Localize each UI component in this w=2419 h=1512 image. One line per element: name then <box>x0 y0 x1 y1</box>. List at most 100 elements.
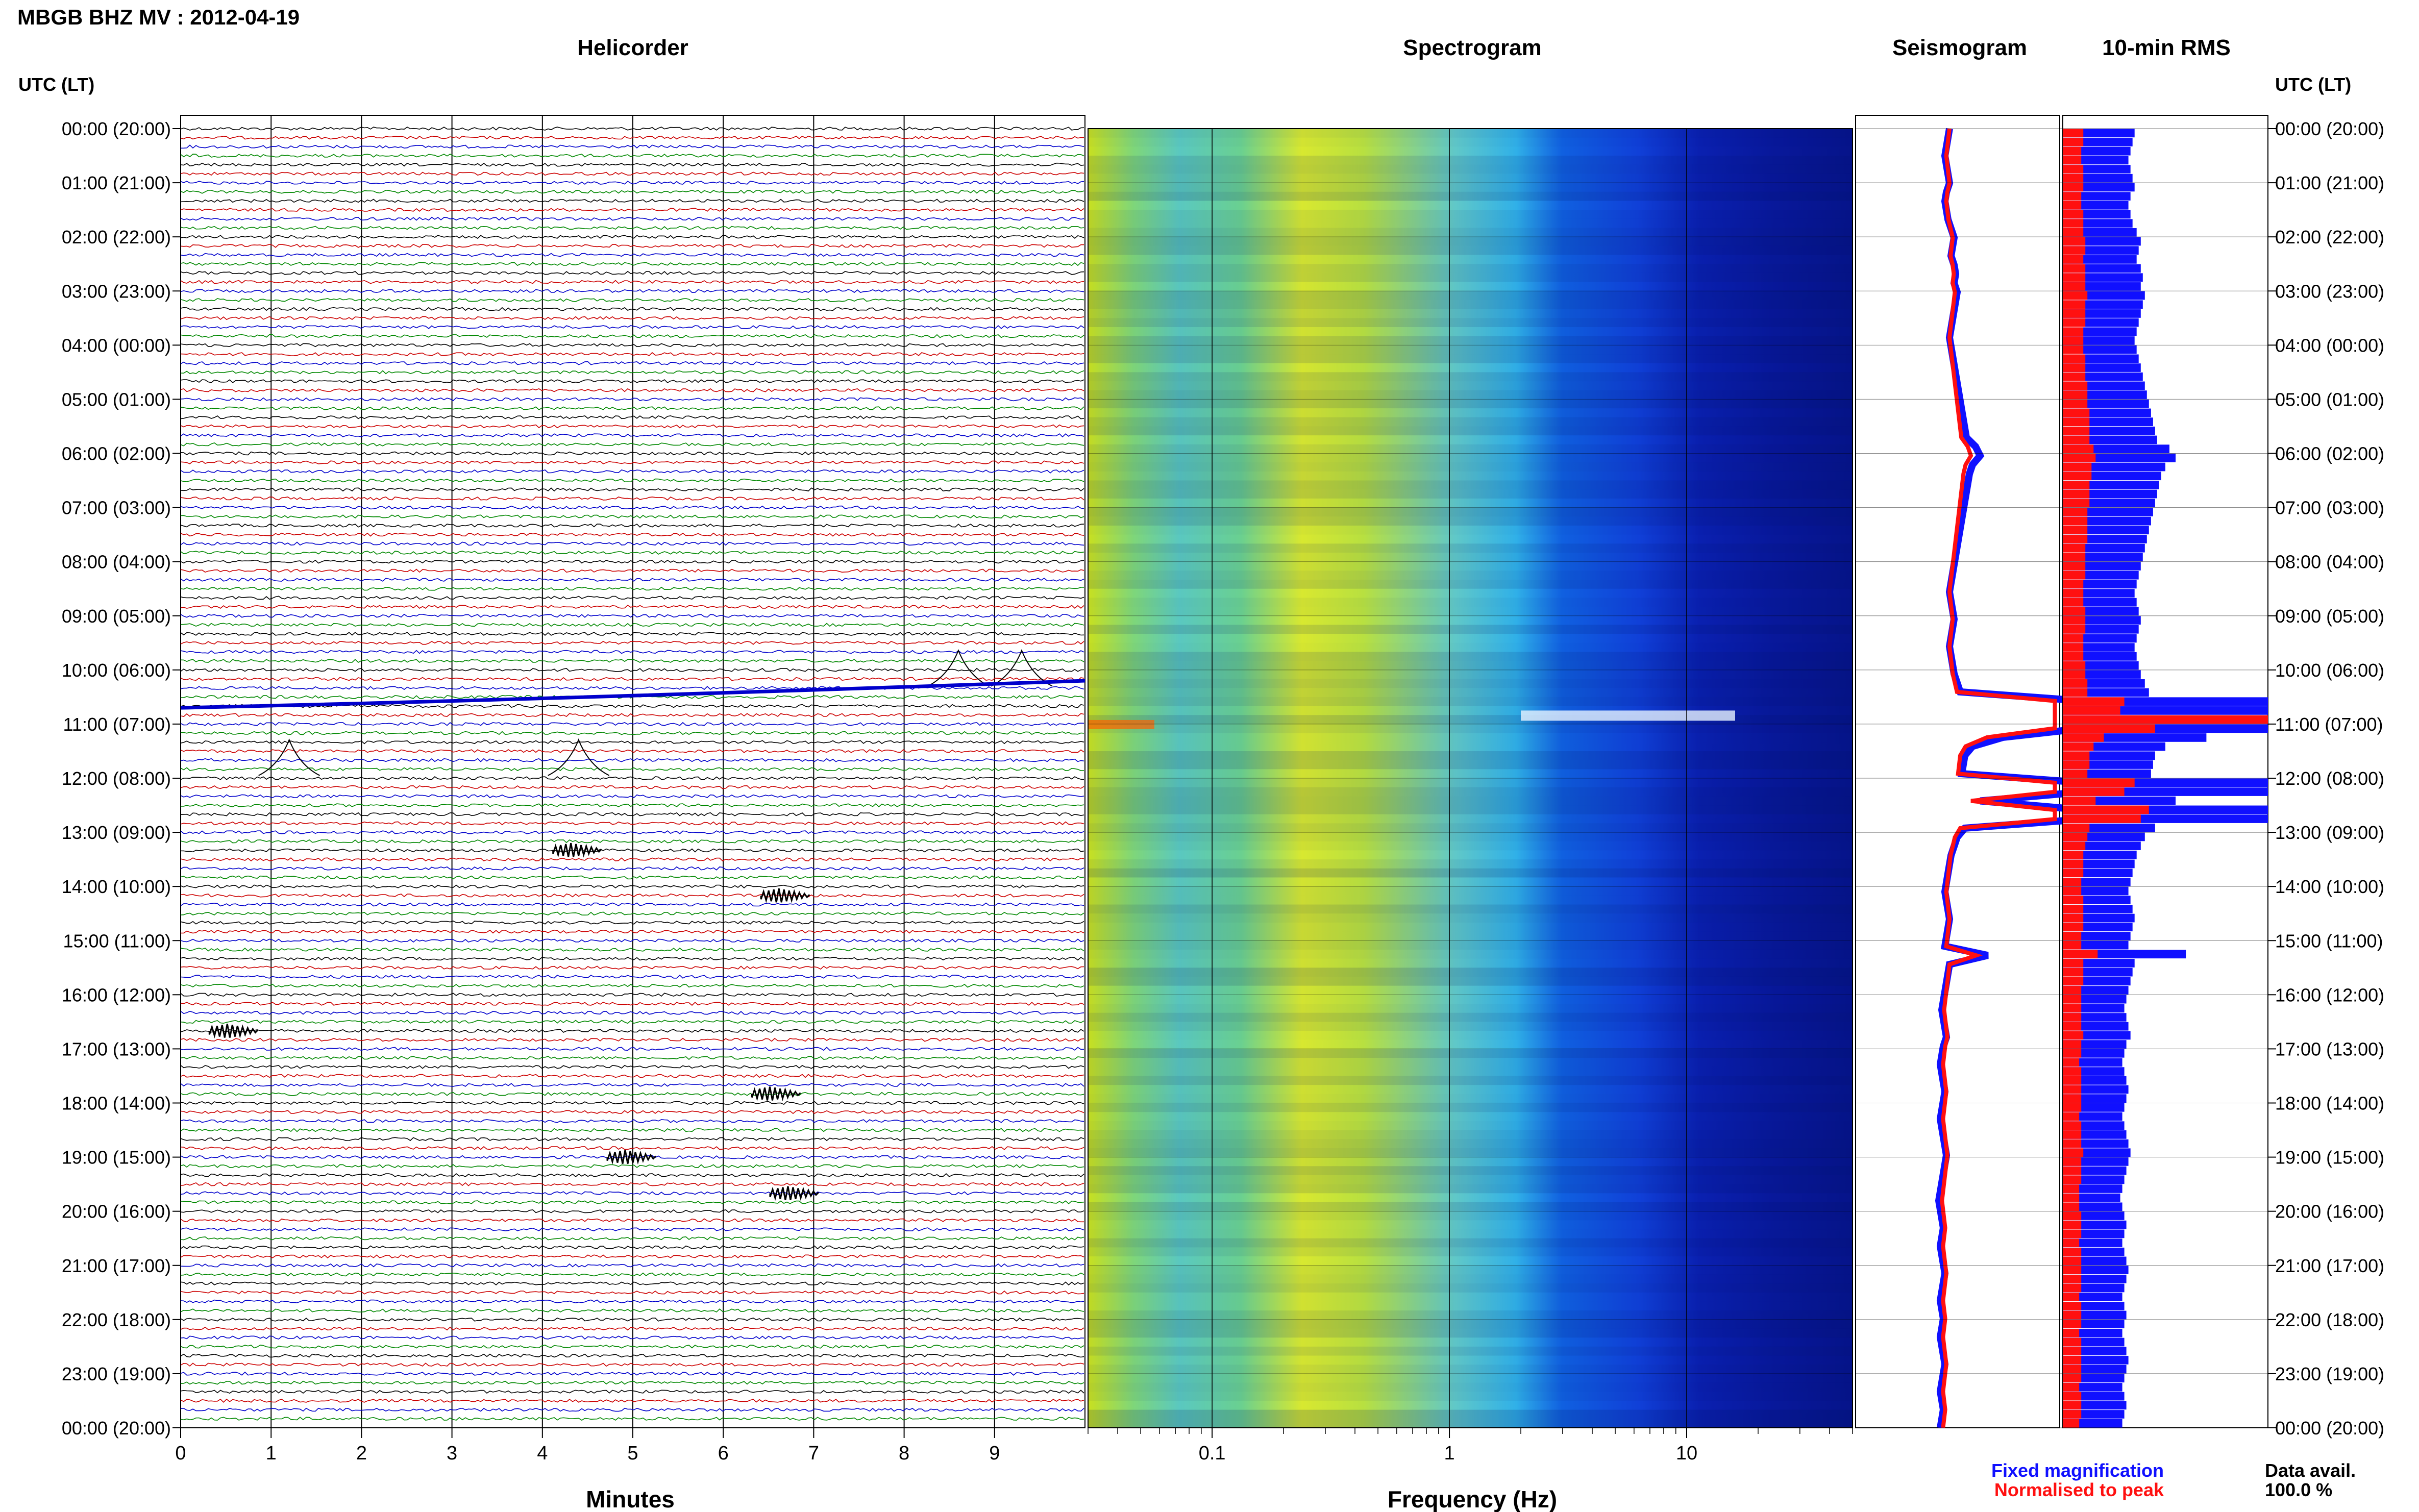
rms-normalised-bar <box>2063 138 2084 146</box>
rms-normalised-bar <box>2063 1157 2082 1166</box>
rms-normalised-bar <box>2063 535 2088 543</box>
time-tick-label-right: 02:00 (22:00) <box>2275 227 2384 247</box>
helicorder-trace <box>181 162 1084 167</box>
helicorder-trace <box>181 776 1084 780</box>
helicorder-trace <box>181 722 1084 726</box>
helicorder-trace <box>181 334 1084 338</box>
rms-normalised-bar <box>2063 1337 2082 1347</box>
rms-normalised-bar <box>2063 869 2084 878</box>
event-local <box>769 1186 820 1201</box>
rms-normalised-bar <box>2063 472 2092 481</box>
spectrogram-row-shade <box>1088 129 1853 138</box>
rms-normalised-bar <box>2063 1419 2080 1428</box>
helicorder-trace <box>181 1209 1084 1213</box>
time-tick-label-right: 07:00 (03:00) <box>2275 498 2384 518</box>
spectrogram-row-shade <box>1088 1382 1853 1392</box>
spectrogram-row-shade <box>1088 1067 1853 1076</box>
spectrogram-row-shade <box>1088 1301 1853 1310</box>
spectrogram-row-shade <box>1088 904 1853 914</box>
spectrogram-row-shade <box>1088 264 1853 273</box>
helicorder-trace <box>181 171 1084 176</box>
spectrogram-row-shade <box>1088 426 1853 436</box>
spectrogram-row-shade <box>1088 526 1853 535</box>
helicorder-trace <box>181 613 1084 618</box>
time-tick-label-left: 08:00 (04:00) <box>62 552 171 573</box>
helicorder-trace <box>181 1047 1084 1051</box>
spectrogram-row-shade <box>1088 1130 1853 1139</box>
spectrogram-row-shade <box>1088 1076 1853 1085</box>
rms-normalised-bar <box>2063 959 2084 968</box>
helicorder-trace <box>181 1101 1084 1105</box>
spectrogram-row-shade <box>1088 1049 1853 1058</box>
legend-normalised-to-peak: Normalised to peak <box>1994 1479 2164 1500</box>
helicorder-trace <box>181 911 1084 916</box>
rms-normalised-bar <box>2063 1184 2080 1193</box>
spectrogram-row-shade <box>1088 661 1853 670</box>
spectrogram-row-shade <box>1088 895 1853 905</box>
rms-normalised-bar <box>2063 372 2086 381</box>
rms-normalised-bar <box>2063 1383 2080 1392</box>
helicorder-trace <box>181 839 1084 844</box>
spectrogram-panel <box>1088 128 1853 1428</box>
rms-normalised-bar <box>2063 219 2084 228</box>
helicorder-trace <box>181 1245 1084 1250</box>
helicorder-trace <box>181 1254 1084 1259</box>
rms-normalised-bar <box>2063 1175 2082 1184</box>
helicorder-trace <box>181 406 1084 410</box>
helicorder-trace <box>181 343 1084 348</box>
spectrogram-row-shade <box>1088 724 1853 733</box>
rms-normalised-bar <box>2063 571 2086 580</box>
spectrogram-row-shade <box>1088 210 1853 219</box>
spectrogram-hot-band <box>1088 720 1154 729</box>
spectrogram-row-shade <box>1088 1058 1853 1067</box>
spectrogram-row-shade <box>1088 164 1853 174</box>
rms-normalised-bar <box>2063 1031 2084 1040</box>
rms-normalised-bar <box>2063 1013 2082 1022</box>
rms-normalised-bar <box>2063 526 2088 535</box>
helicorder-trace <box>181 469 1084 474</box>
spectrogram-row-shade <box>1088 1148 1853 1157</box>
spectrogram-row-shade <box>1088 995 1853 1004</box>
rms-normalised-bar <box>2063 309 2086 318</box>
rms-normalised-bar <box>2063 1040 2082 1049</box>
rms-normalised-bar <box>2063 598 2084 607</box>
rms-normalised-bar <box>2063 390 2088 399</box>
time-tick-label-left: 05:00 (01:00) <box>62 389 171 410</box>
rms-normalised-bar <box>2063 1410 2082 1419</box>
bottom-axes: 0 1 2 3 4 5 6 7 8 9 0.1 1 10 <box>175 1428 1853 1464</box>
spectrogram-row-shade <box>1088 778 1853 787</box>
helicorder-trace <box>181 226 1084 230</box>
time-tick-label-left: 14:00 (10:00) <box>62 876 171 897</box>
rms-normalised-bar <box>2063 173 2084 183</box>
helicorder-trace <box>181 704 1084 708</box>
helicorder-trace <box>181 1056 1084 1060</box>
helicorder-trace <box>181 785 1084 789</box>
spectrogram-row-shade <box>1088 1238 1853 1248</box>
rms-normalised-bar <box>2063 706 2120 715</box>
rms-normalised-bar <box>2063 336 2084 345</box>
spectrogram-row-shade <box>1088 228 1853 237</box>
helicorder-trace <box>181 1407 1084 1412</box>
helicorder-trace <box>181 758 1084 762</box>
helicorder-trace <box>181 596 1084 600</box>
spectrogram-row-shade <box>1088 1247 1853 1257</box>
time-tick-label-right: 05:00 (01:00) <box>2275 389 2384 410</box>
spectrogram-row-shade <box>1088 1012 1853 1022</box>
rms-normalised-bar <box>2063 345 2084 354</box>
helicorder-trace <box>181 1146 1084 1150</box>
helicorder-trace <box>181 397 1084 402</box>
rms-normalised-bar <box>2063 1266 2082 1274</box>
spectrogram-row-shade <box>1088 1202 1853 1211</box>
rms-normalised-bar <box>2063 1112 2080 1121</box>
helicorder-trace <box>181 1137 1084 1142</box>
spectrogram-row-shade <box>1088 922 1853 932</box>
spectrogram-row-shade <box>1088 868 1853 878</box>
spectrogram-row-shade <box>1088 986 1853 995</box>
spectrogram-row-shade <box>1088 543 1853 553</box>
helicorder-trace <box>181 974 1084 979</box>
event-local <box>208 1024 259 1038</box>
rms-normalised-bar <box>2063 462 2092 472</box>
rms-normalised-bar <box>2063 841 2086 850</box>
spectrogram-row-shade <box>1088 1166 1853 1175</box>
time-tick-label-right: 11:00 (07:00) <box>2275 714 2383 735</box>
